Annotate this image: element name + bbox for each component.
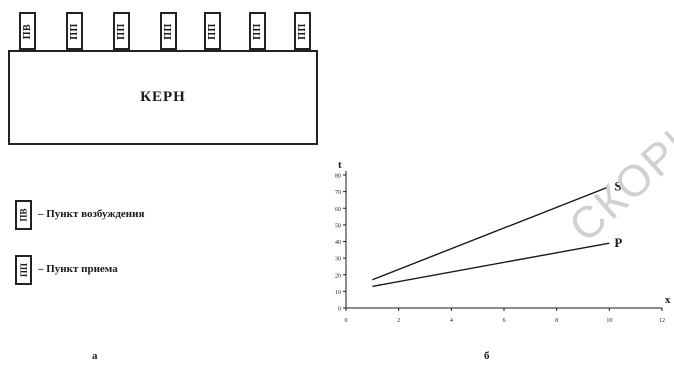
- y-tick-label: 0: [338, 307, 341, 313]
- y-axis-label: t: [338, 159, 342, 171]
- legend-source-symbol: ПВ: [15, 200, 32, 230]
- y-tick-label: 40: [335, 240, 341, 246]
- core-label: КЕРН: [140, 89, 186, 105]
- x-tick-label: 12: [659, 318, 665, 324]
- source-point-box: ПВ: [19, 12, 36, 50]
- core-block: КЕРН: [8, 50, 318, 145]
- receiver-point-box: ПП: [204, 12, 221, 50]
- legend-receiver-symbol: ПП: [15, 255, 32, 285]
- x-tick-label: 2: [397, 318, 400, 324]
- x-axis-label: x: [665, 294, 671, 306]
- figure-label-b: б: [484, 350, 490, 362]
- x-tick-label: 6: [503, 318, 506, 324]
- series-label-s: S: [614, 179, 621, 194]
- y-tick-label: 20: [335, 273, 341, 279]
- y-tick-label: 10: [335, 290, 341, 296]
- y-tick-label: 30: [335, 257, 341, 263]
- series-label-p: P: [614, 235, 622, 250]
- y-tick-label: 50: [335, 223, 341, 229]
- figure-label-a: а: [92, 350, 98, 362]
- x-tick-label: 8: [555, 318, 558, 324]
- receiver-point-box: ПП: [66, 12, 83, 50]
- y-tick-label: 60: [335, 207, 341, 213]
- legend-source-text: – Пункт возбуждения: [38, 208, 145, 220]
- receiver-point-box: ПП: [113, 12, 130, 50]
- series-line-s: [372, 185, 610, 281]
- y-tick-label: 80: [335, 174, 341, 180]
- y-tick-label: 70: [335, 190, 341, 196]
- receiver-point-box: ПП: [160, 12, 177, 50]
- legend-receiver-text: – Пункт приема: [38, 263, 118, 275]
- x-tick-label: 10: [606, 318, 612, 324]
- series-line-p: [372, 242, 610, 288]
- x-tick-label: 0: [345, 318, 348, 324]
- x-tick-label: 4: [450, 318, 453, 324]
- receiver-point-box: ПП: [249, 12, 266, 50]
- receiver-point-box: ПП: [294, 12, 311, 50]
